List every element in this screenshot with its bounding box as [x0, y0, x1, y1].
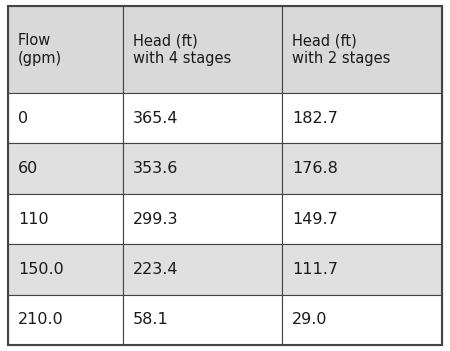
Bar — [282, 93, 442, 144]
Text: 176.8: 176.8 — [292, 161, 338, 176]
Bar — [8, 144, 123, 194]
Bar — [123, 93, 282, 144]
Text: 299.3: 299.3 — [133, 212, 179, 226]
Text: 111.7: 111.7 — [292, 262, 338, 277]
Text: 223.4: 223.4 — [133, 262, 179, 277]
Text: 0: 0 — [18, 111, 28, 126]
Bar — [8, 93, 123, 144]
Text: 210.0: 210.0 — [18, 312, 64, 327]
Text: 58.1: 58.1 — [133, 312, 169, 327]
Text: 149.7: 149.7 — [292, 212, 338, 226]
Bar — [282, 6, 442, 93]
Bar — [282, 194, 442, 244]
Bar — [282, 294, 442, 345]
Text: Head (ft)
with 2 stages: Head (ft) with 2 stages — [292, 33, 391, 66]
Bar — [123, 194, 282, 244]
Text: 29.0: 29.0 — [292, 312, 328, 327]
Bar — [123, 244, 282, 294]
Text: 150.0: 150.0 — [18, 262, 64, 277]
Text: 353.6: 353.6 — [133, 161, 178, 176]
Bar — [123, 144, 282, 194]
Bar — [282, 144, 442, 194]
Text: 110: 110 — [18, 212, 49, 226]
Bar — [123, 6, 282, 93]
Text: 182.7: 182.7 — [292, 111, 338, 126]
Bar — [8, 6, 123, 93]
Bar — [282, 244, 442, 294]
Text: 60: 60 — [18, 161, 38, 176]
Text: 365.4: 365.4 — [133, 111, 179, 126]
Text: Flow
(gpm): Flow (gpm) — [18, 33, 62, 66]
Bar — [123, 294, 282, 345]
Bar — [8, 294, 123, 345]
Bar — [8, 194, 123, 244]
Text: Head (ft)
with 4 stages: Head (ft) with 4 stages — [133, 33, 231, 66]
Bar — [8, 244, 123, 294]
